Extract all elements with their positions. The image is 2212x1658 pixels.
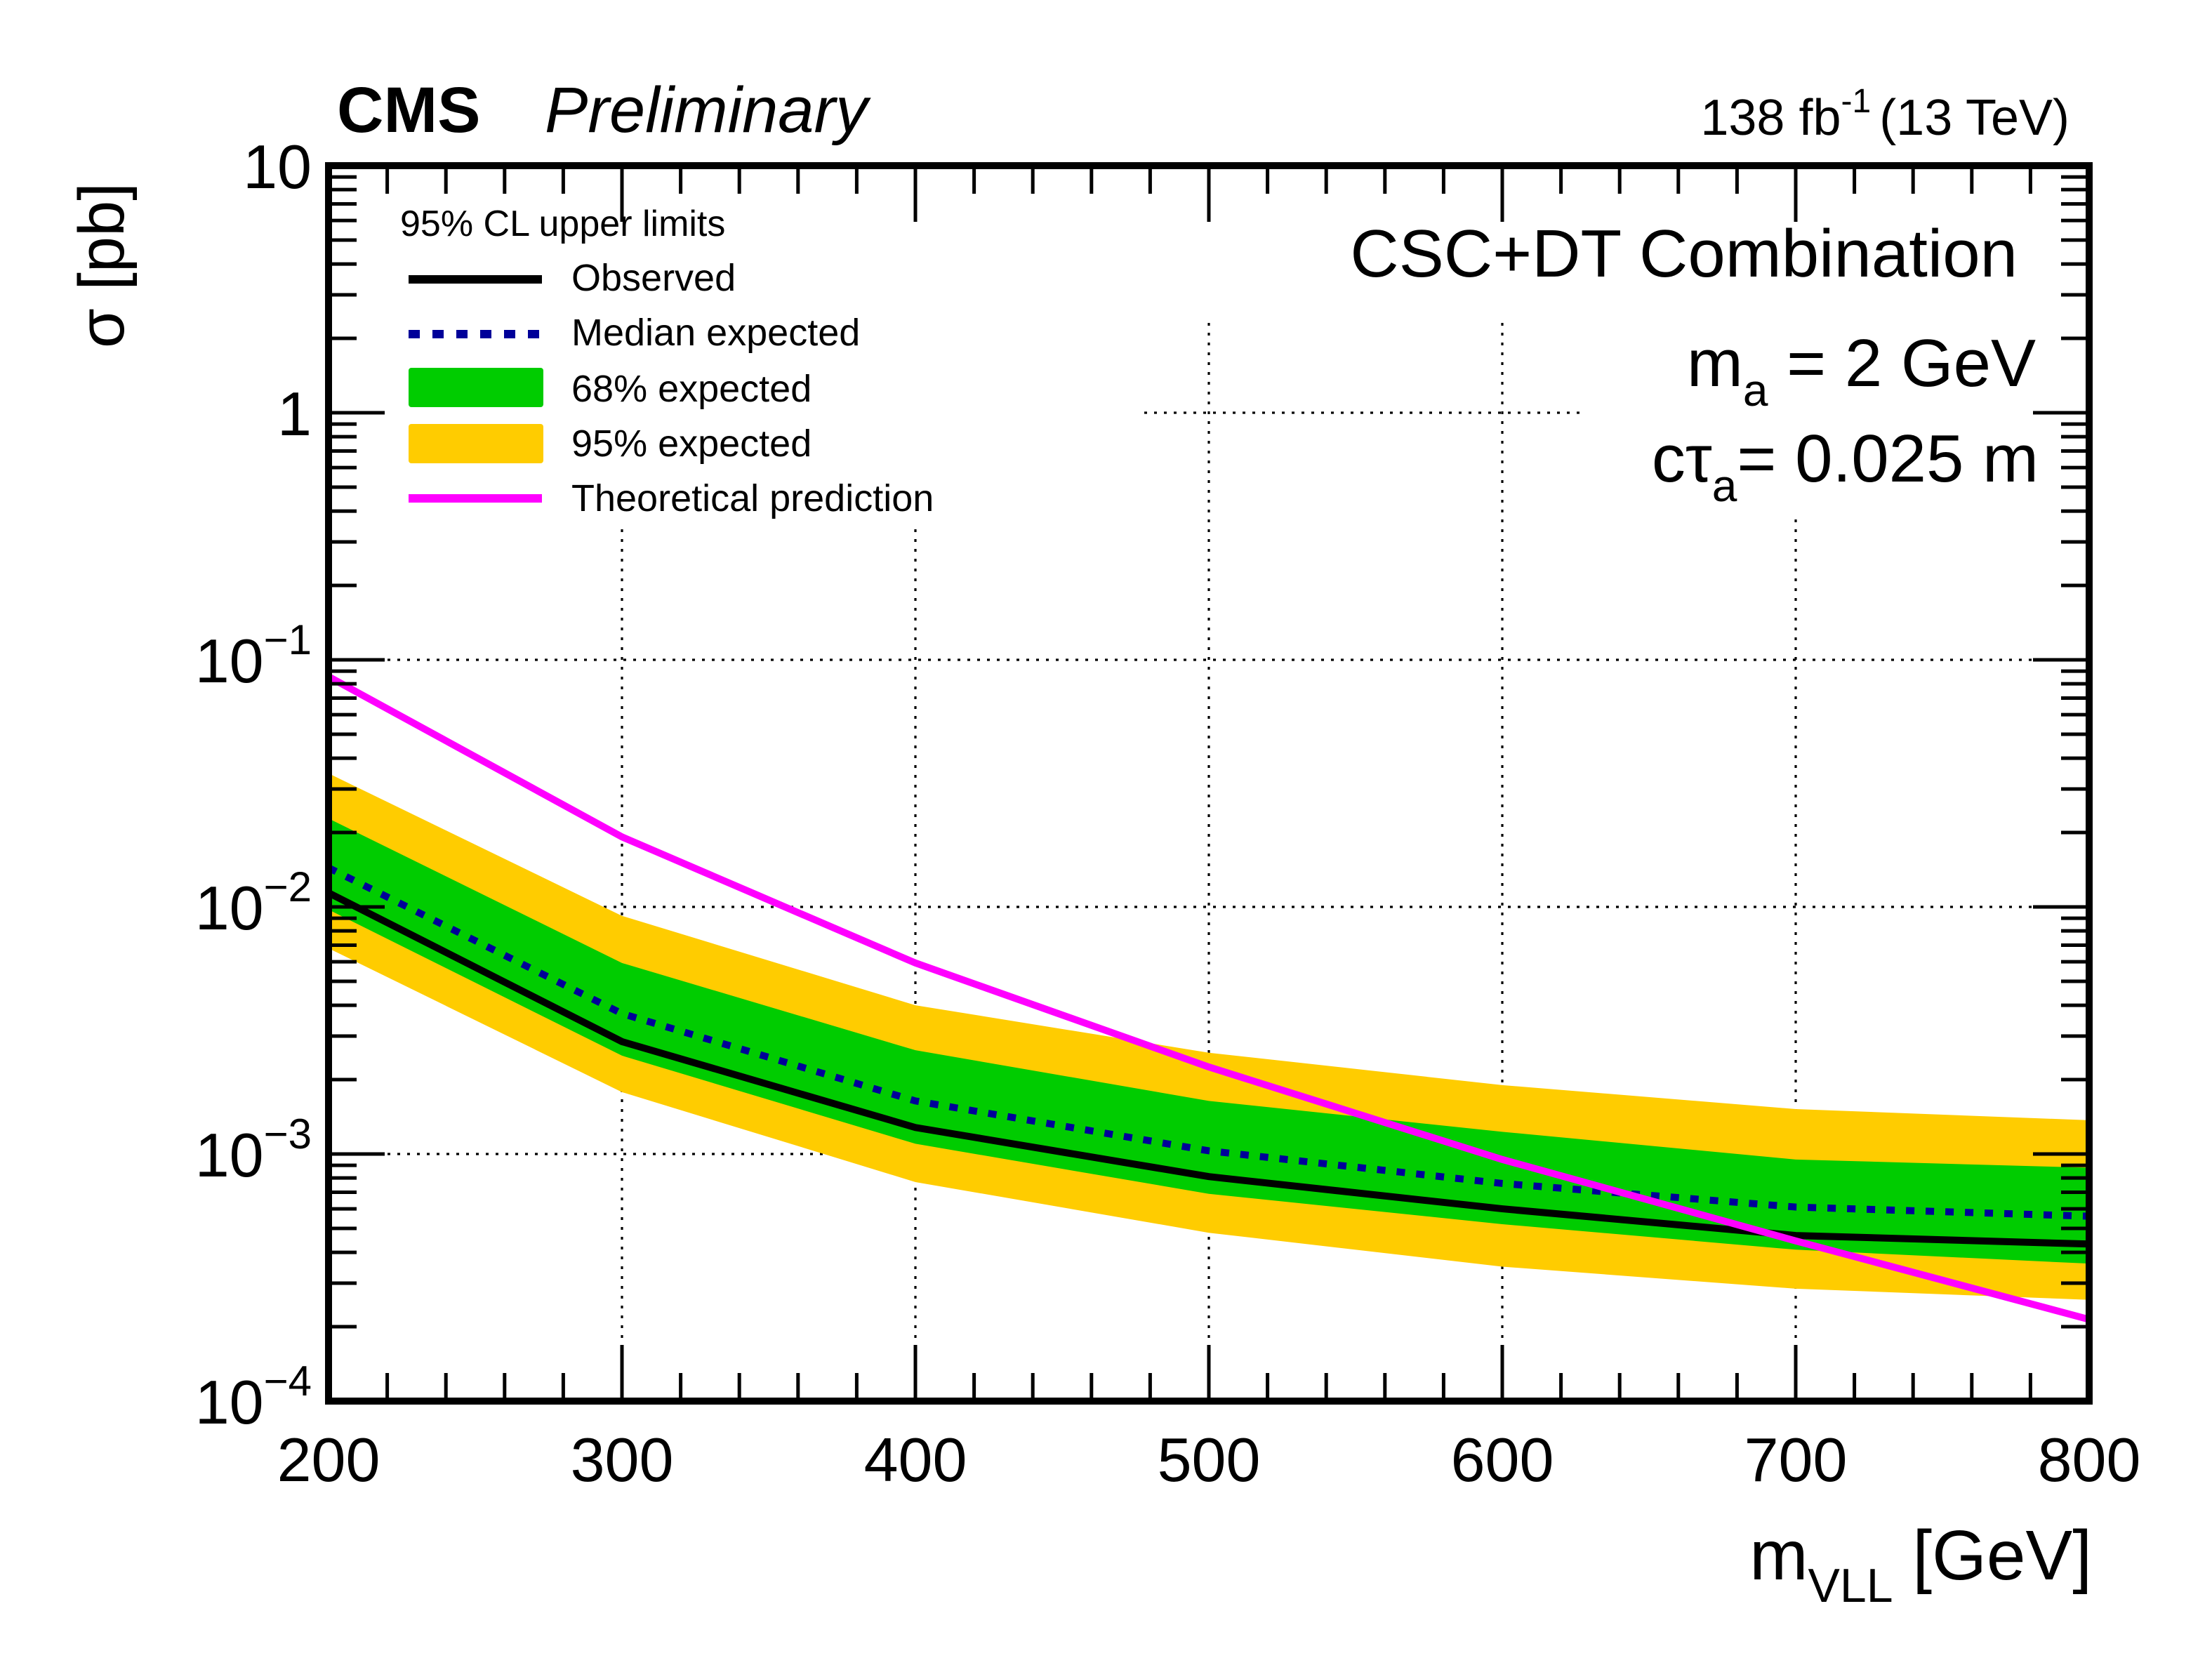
ctau-value: = 0.025 m	[1737, 421, 2039, 496]
y-tick-label: 10−1	[195, 616, 312, 696]
legend: 95% CL upper limits Observed Median expe…	[400, 204, 934, 519]
ctau-subscript: a	[1712, 460, 1737, 511]
lines	[326, 673, 2091, 1323]
x-tick-label: 700	[1744, 1425, 1848, 1494]
y-axis-title: σ [pb]	[66, 183, 138, 348]
mass-value: = 2 GeV	[1768, 326, 2036, 401]
y-tick-label: 10−3	[195, 1110, 312, 1190]
energy-label: (13 TeV)	[1879, 90, 2069, 146]
mass-label: ma = 2 GeV	[1687, 326, 2036, 416]
mass-symbol: m	[1687, 326, 1743, 401]
x-tick-label: 800	[2038, 1425, 2141, 1494]
band-68-expected	[329, 818, 2089, 1264]
x-tick-label: 500	[1158, 1425, 1261, 1494]
lumi-exponent: -1	[1841, 83, 1872, 120]
combination-label: CSC+DT Combination	[1350, 216, 2018, 291]
annotation-background	[1144, 170, 2085, 316]
y-tick-exponent: −3	[264, 1110, 312, 1158]
y-tick-exponent: −4	[264, 1358, 312, 1405]
lumi-value: 138 fb	[1700, 90, 1841, 146]
legend-title: 95% CL upper limits	[400, 204, 725, 244]
y-tick-base: 10	[195, 1120, 264, 1190]
legend-background	[334, 170, 1144, 526]
y-tick-exponent: −1	[264, 616, 312, 663]
y-tick-base: 10	[195, 626, 264, 696]
x-axis-unit: [GeV]	[1893, 1516, 2092, 1595]
ctau-symbol: cτ	[1652, 421, 1712, 496]
y-tick-exponent: −2	[264, 863, 312, 910]
annotation-background	[1579, 316, 2085, 512]
y-tick-base: 1	[277, 379, 312, 449]
x-axis-subscript: VLL	[1808, 1559, 1893, 1612]
y-tick-label: 10−2	[195, 863, 312, 943]
x-tick-label: 600	[1451, 1425, 1554, 1494]
x-axis-title: mVLL [GeV]	[1749, 1516, 2092, 1612]
legend-swatch-68	[409, 368, 543, 407]
legend-item-95: 95% expected	[571, 423, 812, 465]
y-tick-base: 10	[195, 873, 264, 943]
mass-subscript: a	[1743, 365, 1768, 416]
y-tick-label: 10	[243, 132, 312, 201]
x-tick-label: 400	[864, 1425, 967, 1494]
bands	[329, 773, 2089, 1300]
legend-item-expected: Median expected	[571, 312, 860, 354]
x-tick-label: 200	[277, 1425, 380, 1494]
y-tick-label: 10−4	[195, 1358, 312, 1437]
legend-item-theory: Theoretical prediction	[571, 477, 934, 519]
legend-swatch-95	[409, 424, 543, 463]
plot-frame	[325, 162, 2093, 1405]
x-tick-label: 300	[571, 1425, 674, 1494]
x-axis-symbol: m	[1749, 1516, 1808, 1595]
ctau-label: cτa= 0.025 m	[1652, 421, 2039, 511]
preliminary-label: Preliminary	[545, 74, 871, 146]
lumi-label: 138 fb-1 (13 TeV)	[1700, 83, 2069, 146]
cms-label: CMS	[337, 74, 480, 146]
legend-item-68: 68% expected	[571, 368, 812, 410]
y-tick-base: 10	[195, 1367, 264, 1437]
y-tick-base: 10	[243, 132, 312, 201]
legend-item-observed: Observed	[571, 257, 736, 299]
axis-ticks	[326, 166, 2091, 1401]
y-tick-label: 1	[277, 379, 312, 449]
